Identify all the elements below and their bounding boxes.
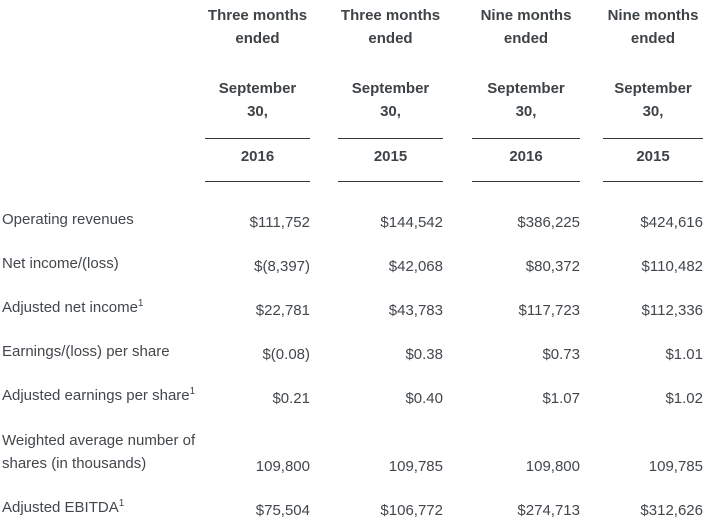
table-row-adjusted-ebitda: Adjusted EBITDA1 $75,504 $106,772 $274,7… [0, 485, 703, 529]
cell-value: 109,800 [525, 458, 580, 475]
cell-value: $1.01 [665, 346, 703, 363]
row-label: Net income/(loss) [2, 255, 119, 272]
cell-value: $(0.08) [262, 346, 310, 363]
period-label: Nine months ended [480, 7, 572, 47]
period-label: Nine months ended [607, 7, 699, 47]
cell-value: $312,626 [640, 502, 703, 519]
cell-value: $1.07 [542, 390, 580, 407]
cell-value: $112,336 [641, 302, 703, 319]
cell-value: $274,713 [517, 502, 580, 519]
date-label: September 30, [218, 80, 297, 120]
cell-value: $42,068 [388, 258, 443, 275]
row-label: Operating revenues [2, 211, 134, 228]
row-label: Weighted average number of shares (in tho… [2, 432, 196, 472]
table-body: Operating revenues $111,752 $144,542 $38… [0, 197, 703, 529]
cell-value: $(8,397) [254, 258, 310, 275]
row-label: Adjusted net income1 [2, 298, 144, 317]
period-label: Three months ended [340, 7, 441, 47]
row-label: Adjusted EBITDA1 [2, 498, 125, 517]
column-header-three-months-2015: Three months ended September 30, 2015 [338, 4, 443, 182]
table-row-earnings-loss-per-share: Earnings/(loss) per share $(0.08) $0.38 … [0, 329, 703, 373]
year-label: 2016 [472, 138, 580, 182]
cell-value: $80,372 [525, 258, 580, 275]
year-label: 2016 [205, 138, 310, 182]
footnote-superscript: 1 [137, 298, 144, 309]
table-row-weighted-average-shares: Weighted average number of shares (in tho… [0, 417, 703, 485]
cell-value: $111,752 [249, 214, 310, 231]
cell-value: $0.38 [405, 346, 443, 363]
year-label: 2015 [338, 138, 443, 182]
table-header: Three months ended September 30, 2016 Th… [0, 0, 703, 182]
cell-value: $106,772 [380, 502, 443, 519]
date-label: September 30, [614, 80, 692, 120]
cell-value: $110,482 [641, 258, 703, 275]
cell-value: $0.73 [542, 346, 580, 363]
table-row-net-income-loss: Net income/(loss) $(8,397) $42,068 $80,3… [0, 241, 703, 285]
cell-value: 109,785 [648, 458, 703, 475]
column-header-three-months-2016: Three months ended September 30, 2016 [205, 4, 310, 182]
cell-value: $386,225 [517, 214, 580, 231]
cell-value: 109,800 [255, 458, 310, 475]
table-row-operating-revenues: Operating revenues $111,752 $144,542 $38… [0, 197, 703, 241]
cell-value: $0.21 [272, 390, 310, 407]
cell-value: $144,542 [380, 214, 443, 231]
cell-value: $424,616 [640, 214, 703, 231]
footnote-superscript: 1 [118, 498, 125, 509]
row-label: Adjusted earnings per share1 [2, 386, 196, 405]
cell-value: $1.02 [665, 390, 703, 407]
cell-value: 109,785 [388, 458, 443, 475]
period-label: Three months ended [207, 7, 308, 47]
cell-value: $43,783 [388, 302, 443, 319]
table-row-adjusted-earnings-per-share: Adjusted earnings per share1 $0.21 $0.40… [0, 373, 703, 417]
table-row-adjusted-net-income: Adjusted net income1 $22,781 $43,783 $11… [0, 285, 703, 329]
cell-value: $75,504 [255, 502, 310, 519]
column-header-nine-months-2015: Nine months ended September 30, 2015 [603, 4, 703, 182]
column-header-nine-months-2016: Nine months ended September 30, 2016 [472, 4, 580, 182]
footnote-superscript: 1 [189, 386, 196, 397]
row-label: Earnings/(loss) per share [2, 343, 170, 360]
date-label: September 30, [487, 80, 565, 120]
year-label: 2015 [603, 138, 703, 182]
cell-value: $0.40 [405, 390, 443, 407]
cell-value: $117,723 [518, 302, 580, 319]
cell-value: $22,781 [255, 302, 310, 319]
date-label: September 30, [351, 80, 430, 120]
